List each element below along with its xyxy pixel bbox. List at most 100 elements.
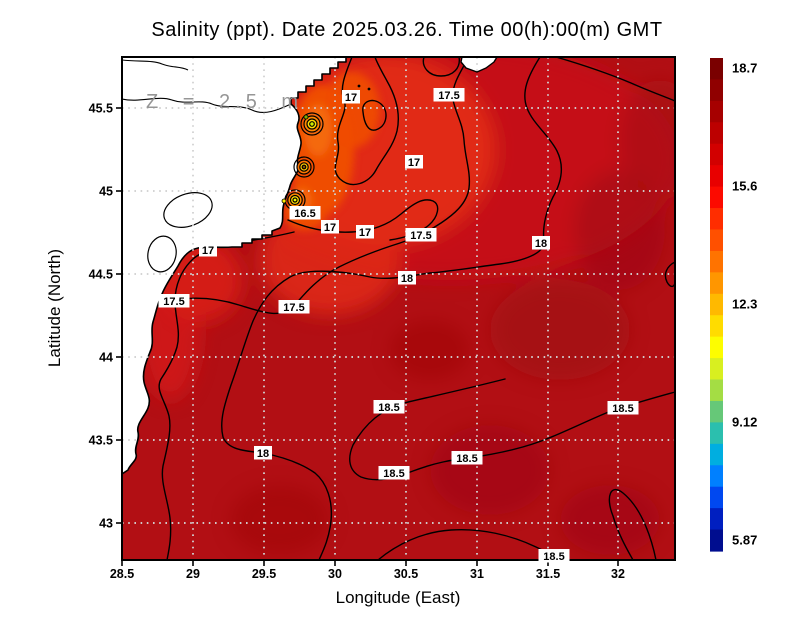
colorbar-segment xyxy=(710,165,723,188)
x-axis-title: Longitude (East) xyxy=(336,588,461,607)
colorbar-tick-label: 15.6 xyxy=(732,179,757,194)
contour-label-value: 17.5 xyxy=(438,90,459,102)
x-tick-label: 30.5 xyxy=(394,567,418,581)
colorbar-segment xyxy=(710,486,723,509)
axis-ticks: 28.5 29 29.5 30 30.5 31 31.5 32 45.5 45 44.5 44 43.5… xyxy=(89,102,625,582)
contour-label-box xyxy=(289,206,321,220)
contour-label: 17 xyxy=(199,243,217,257)
contour-label-value: 18 xyxy=(257,448,269,460)
contour-label-value: 17 xyxy=(202,245,214,257)
colorbar-segment xyxy=(710,58,723,81)
contour-label-value: 18.5 xyxy=(612,403,633,415)
colorbar-tick-label: 9.12 xyxy=(732,415,757,430)
colorbar-tick-label: 18.7 xyxy=(732,61,757,76)
depth-annotation: Z = 2.5 m xyxy=(146,91,303,113)
colorbar-segment xyxy=(710,186,723,209)
x-tick-label: 31.5 xyxy=(536,567,560,581)
plot-title: Salinity (ppt). Date 2025.03.26. Time 00… xyxy=(151,19,662,41)
colorbar-segment xyxy=(710,272,723,295)
contour-label-value: 17 xyxy=(408,157,420,169)
colorbar-segment xyxy=(710,122,723,145)
colorbar-segment xyxy=(710,229,723,252)
contour-label-box xyxy=(405,155,423,169)
contour-label-box xyxy=(321,220,339,234)
colorbar-segment xyxy=(710,293,723,316)
contour-label-value: 17 xyxy=(359,227,371,239)
contour-label: 18 xyxy=(532,236,550,250)
y-tick-label: 43.5 xyxy=(89,434,113,448)
colorbar-segment xyxy=(710,443,723,466)
contour-label-box xyxy=(532,236,550,250)
colorbar-segment xyxy=(710,79,723,102)
plume-cluster xyxy=(293,156,315,178)
contour-label-box xyxy=(433,88,465,102)
contour-label: 17 xyxy=(321,220,339,234)
colorbar-segment xyxy=(710,358,723,381)
contour-label-box xyxy=(607,401,639,415)
contour-label-box xyxy=(278,300,310,314)
colorbar-segment xyxy=(710,100,723,123)
contour-label: 18.5 xyxy=(538,549,570,563)
contour-labels: 17 17.5 17 16.5 17 17 17.5 18 17 18 17.5 17.5 18.5 18… xyxy=(158,88,639,563)
contour-lines xyxy=(150,57,675,560)
contour-label-box xyxy=(538,549,570,563)
contour-label-value: 17.5 xyxy=(163,296,184,308)
x-tick-label: 29 xyxy=(186,567,200,581)
contour-label-box xyxy=(356,225,374,239)
lagoon-outline xyxy=(147,235,177,273)
contour-label-value: 17 xyxy=(345,92,357,104)
contour-label: 17 xyxy=(405,155,423,169)
plume-cluster xyxy=(300,112,324,136)
contour-label-value: 18.5 xyxy=(543,551,564,563)
contour-label: 17 xyxy=(342,90,360,104)
y-tick-label: 44.5 xyxy=(89,268,113,282)
contour-label-box xyxy=(199,243,217,257)
x-tick-label: 29.5 xyxy=(252,567,276,581)
contour-label: 17.5 xyxy=(278,300,310,314)
contour-label-box xyxy=(378,466,410,480)
contour-label-box xyxy=(405,228,437,242)
isoline-18-long xyxy=(221,57,563,560)
y-tick-label: 45.5 xyxy=(89,102,113,116)
contour-label-box xyxy=(451,451,483,465)
colorbar-segment xyxy=(710,508,723,531)
colorbar-segment xyxy=(710,143,723,166)
isoline-17-snake xyxy=(287,199,439,241)
colorbar-segment xyxy=(710,465,723,488)
contour-label: 18 xyxy=(398,271,416,285)
contour-label: 18.5 xyxy=(378,466,410,480)
contour-label-value: 18.5 xyxy=(456,453,477,465)
y-tick-label: 43 xyxy=(99,517,113,531)
colorbar-segment xyxy=(710,400,723,423)
colorbar-segment xyxy=(710,422,723,445)
contour-dot xyxy=(367,87,371,91)
contour-label-box xyxy=(254,446,272,460)
contour-label-value: 17.5 xyxy=(410,230,431,242)
contour-dot xyxy=(357,84,361,88)
contour-label-value: 16.5 xyxy=(294,208,315,220)
x-tick-label: 31 xyxy=(470,567,484,581)
colorbar-segment xyxy=(710,379,723,402)
y-tick-label: 44 xyxy=(99,351,113,365)
contour-label-value: 18.5 xyxy=(383,468,404,480)
colorbar-segment xyxy=(710,315,723,338)
danube-river-line xyxy=(122,97,292,113)
y-tick-label: 45 xyxy=(99,185,113,199)
contour-label: 18.5 xyxy=(607,401,639,415)
contour-label: 18.5 xyxy=(373,400,405,414)
river-line-north xyxy=(122,59,189,71)
contour-label: 17.5 xyxy=(433,88,465,102)
colorbar-segment xyxy=(710,336,723,359)
contour-label-value: 17 xyxy=(324,222,336,234)
contour-label: 18.5 xyxy=(451,451,483,465)
contour-label: 16.5 xyxy=(289,206,321,220)
contour-label-value: 18 xyxy=(401,273,413,285)
colorbar-tick-label: 5.87 xyxy=(732,533,757,548)
contour-label: 17.5 xyxy=(158,294,190,308)
contour-label-value: 18 xyxy=(535,238,547,250)
contour-label-box xyxy=(373,400,405,414)
contour-label: 17.5 xyxy=(405,228,437,242)
isoline-top-right xyxy=(555,57,675,102)
contour-label: 17 xyxy=(356,225,374,239)
